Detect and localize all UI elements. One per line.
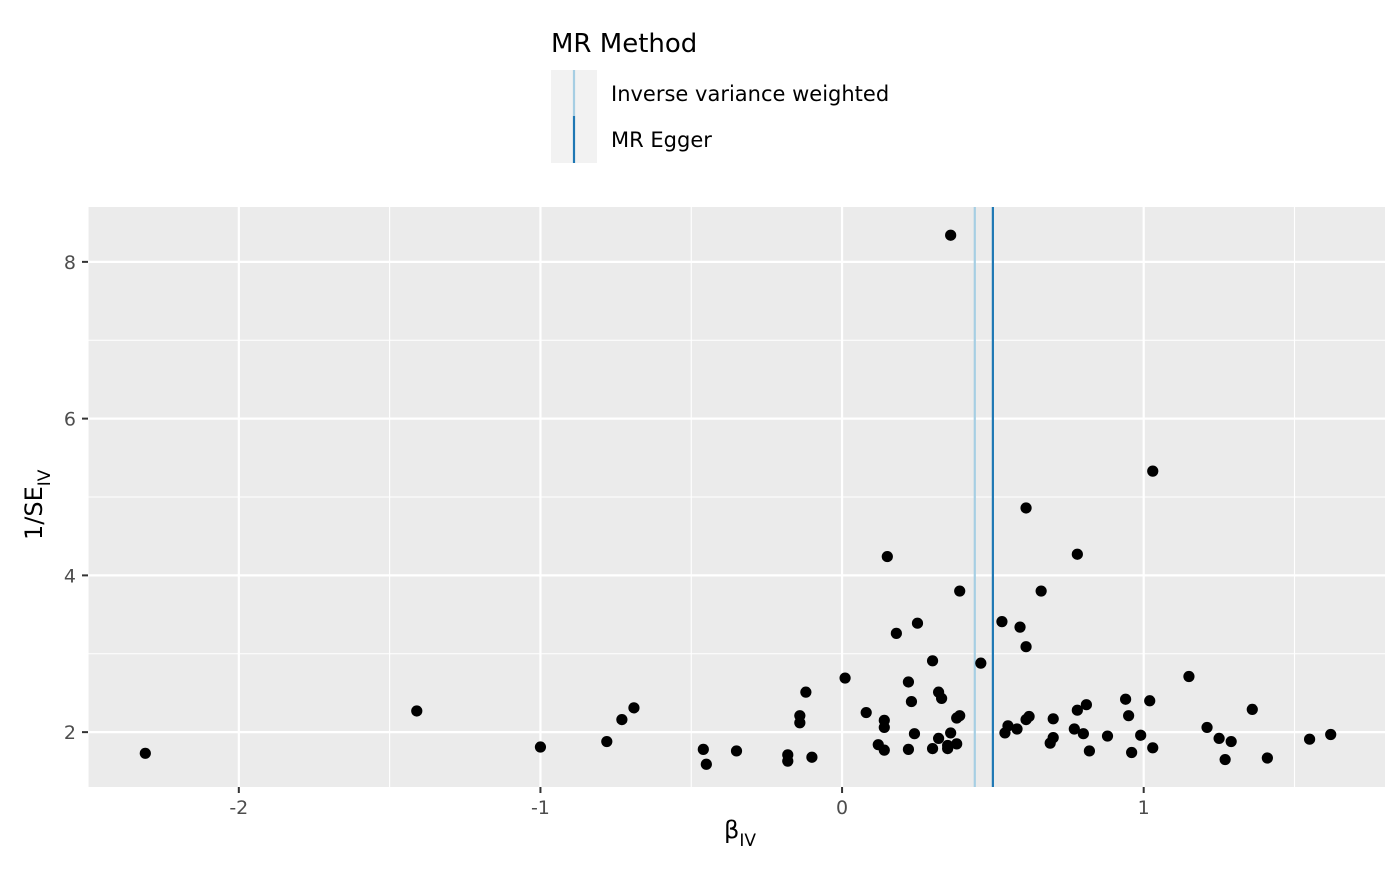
legend-key-ivw: Inverse variance weighted bbox=[551, 70, 889, 116]
grid-major bbox=[88, 207, 1385, 787]
data-point bbox=[1219, 753, 1231, 766]
data-point bbox=[1011, 723, 1023, 735]
data-point bbox=[601, 735, 613, 748]
data-point bbox=[1246, 703, 1258, 716]
legend-label-ivw: Inverse variance weighted bbox=[611, 82, 889, 106]
data-point bbox=[1080, 699, 1092, 711]
data-point bbox=[945, 727, 957, 739]
legend: MR Method Inverse variance weighted MR E… bbox=[551, 29, 889, 163]
legend-title: MR Method bbox=[551, 29, 697, 59]
data-point bbox=[616, 713, 628, 726]
data-point bbox=[782, 755, 794, 767]
data-point bbox=[1020, 641, 1032, 653]
data-point bbox=[902, 743, 915, 755]
y-tick-label: 2 bbox=[64, 722, 76, 744]
data-point bbox=[800, 686, 812, 698]
data-point bbox=[902, 676, 915, 688]
data-point bbox=[1077, 728, 1089, 740]
data-point bbox=[936, 692, 948, 705]
data-point bbox=[1135, 729, 1147, 741]
data-point bbox=[926, 655, 939, 667]
data-point bbox=[139, 747, 151, 759]
data-point bbox=[908, 728, 921, 740]
data-point bbox=[1068, 723, 1080, 735]
data-point bbox=[1023, 710, 1035, 723]
y-axis-title-subscript: IV bbox=[35, 469, 55, 486]
x-tick-label: 1 bbox=[1138, 797, 1150, 819]
data-point bbox=[1147, 465, 1159, 477]
data-point bbox=[1303, 733, 1316, 745]
data-point bbox=[905, 695, 918, 708]
y-axis-title-main: 1/SE bbox=[20, 486, 48, 540]
data-point bbox=[945, 229, 957, 241]
data-point bbox=[1144, 695, 1156, 707]
data-point bbox=[1101, 730, 1114, 742]
data-point bbox=[942, 742, 954, 755]
method-lines bbox=[973, 207, 994, 787]
x-axis: -2 -1 0 1 bbox=[229, 787, 1150, 819]
y-tick-label: 8 bbox=[64, 252, 76, 274]
data-points bbox=[139, 229, 1337, 770]
data-point bbox=[975, 657, 987, 669]
data-point bbox=[1147, 742, 1159, 754]
legend-label-egger: MR Egger bbox=[611, 128, 712, 152]
y-axis-title: 1/SEIV bbox=[20, 469, 55, 540]
x-tick-label: -2 bbox=[229, 797, 248, 819]
data-point bbox=[911, 617, 924, 629]
y-tick-label: 6 bbox=[64, 409, 76, 431]
x-axis-title-main: β bbox=[724, 816, 739, 844]
data-point bbox=[534, 741, 547, 753]
data-point bbox=[878, 744, 890, 756]
data-point bbox=[954, 710, 966, 722]
data-point bbox=[860, 706, 872, 719]
x-tick-label: 0 bbox=[836, 797, 848, 819]
data-point bbox=[700, 758, 712, 770]
data-point bbox=[697, 743, 709, 755]
y-axis: 2 4 6 8 bbox=[64, 252, 88, 744]
data-point bbox=[1225, 735, 1237, 748]
data-point bbox=[954, 585, 966, 597]
data-point bbox=[1047, 713, 1059, 725]
data-point bbox=[1123, 710, 1135, 722]
y-tick-label: 4 bbox=[64, 565, 76, 587]
data-point bbox=[1325, 728, 1337, 741]
data-point bbox=[730, 745, 743, 757]
data-point bbox=[881, 550, 893, 563]
data-point bbox=[1201, 721, 1213, 734]
x-tick-label: -1 bbox=[531, 797, 550, 819]
data-point bbox=[890, 627, 902, 639]
data-point bbox=[1014, 621, 1026, 633]
data-point bbox=[794, 710, 806, 722]
data-point bbox=[806, 751, 818, 763]
x-axis-title-subscript: IV bbox=[739, 831, 756, 851]
data-point bbox=[1071, 548, 1083, 560]
data-point bbox=[1020, 502, 1032, 514]
data-point bbox=[1126, 746, 1138, 759]
grid-minor bbox=[87, 207, 1385, 787]
data-point bbox=[1002, 720, 1014, 732]
data-point bbox=[411, 705, 423, 717]
data-point bbox=[1071, 704, 1083, 716]
data-point bbox=[628, 702, 640, 714]
data-point bbox=[1120, 693, 1132, 705]
data-point bbox=[839, 672, 851, 684]
data-point bbox=[1083, 745, 1096, 757]
data-point bbox=[1035, 585, 1047, 597]
data-point bbox=[1183, 670, 1195, 683]
data-point bbox=[996, 616, 1008, 628]
data-point bbox=[1213, 732, 1225, 745]
data-point bbox=[932, 732, 945, 745]
data-point bbox=[926, 742, 939, 755]
data-point bbox=[878, 714, 890, 726]
x-axis-title: βIV bbox=[724, 816, 756, 851]
data-point bbox=[951, 738, 963, 750]
data-point bbox=[1047, 732, 1059, 744]
legend-key-egger: MR Egger bbox=[551, 116, 712, 163]
data-point bbox=[1261, 752, 1273, 764]
